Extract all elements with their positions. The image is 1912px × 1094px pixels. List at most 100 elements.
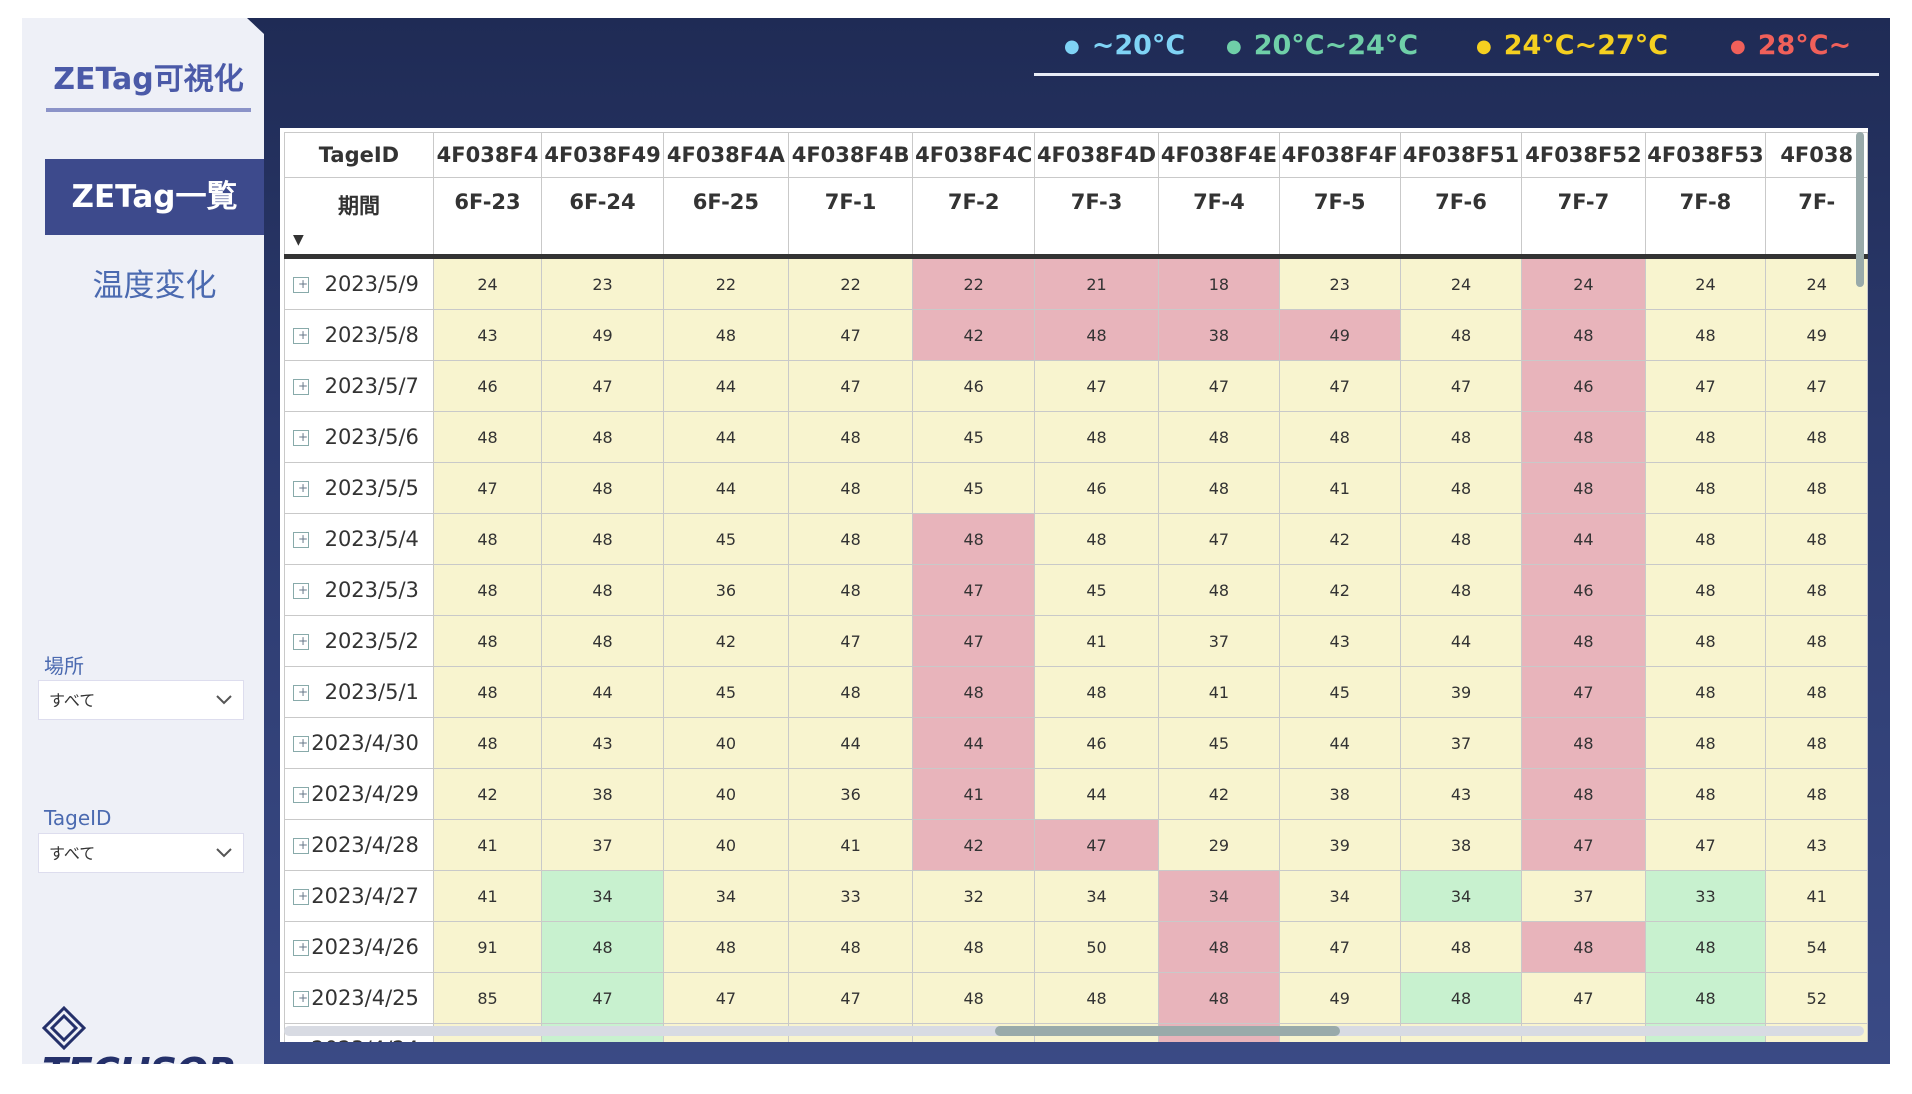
value-cell: 47 xyxy=(541,972,664,1024)
logo-text: TECHSOR xyxy=(42,1049,237,1094)
column-header[interactable]: 4F038F4D xyxy=(1034,132,1159,178)
value-cell: 45 xyxy=(1034,564,1159,616)
value-cell: 38 xyxy=(1278,768,1401,820)
value-cell: 44 xyxy=(787,717,914,769)
expand-button[interactable]: + xyxy=(293,991,309,1007)
value-cell: 48 xyxy=(1399,513,1523,565)
column-header[interactable]: 4F038F49 xyxy=(541,132,664,178)
value-cell: 48 xyxy=(1278,411,1401,463)
value-cell: 22 xyxy=(662,256,789,310)
expand-button[interactable]: + xyxy=(293,838,309,854)
legend-item: ● 24°C~27°C xyxy=(1476,30,1668,61)
value-cell: 48 xyxy=(541,615,664,667)
expand-button[interactable]: + xyxy=(293,379,309,395)
legend-label: ~20°C xyxy=(1091,30,1186,61)
dropdown[interactable]: すべて xyxy=(38,833,244,873)
date-cell: +2023/5/9 xyxy=(284,256,434,310)
data-row: +2023/5/5 47 48 44 48 45 46 48 41 48 48 48 48 xyxy=(284,462,1868,514)
value-cell: 47 xyxy=(1278,921,1401,973)
logo-icon xyxy=(41,1005,87,1050)
value-cell: 37 xyxy=(541,819,664,871)
column-header[interactable]: 4F038F4F xyxy=(1278,132,1401,178)
value-cell: 41 xyxy=(432,870,543,922)
value-cell: 48 xyxy=(1399,972,1523,1024)
value-cell: 46 xyxy=(1034,717,1159,769)
value-cell: 41 xyxy=(1765,870,1868,922)
legend-item: ● 20°C~24°C xyxy=(1226,30,1418,61)
value-cell: 54 xyxy=(1765,921,1868,973)
value-cell: 45 xyxy=(1278,666,1401,718)
expand-button[interactable]: + xyxy=(293,634,309,650)
legend-dot: ● xyxy=(1064,36,1080,57)
expand-button[interactable]: + xyxy=(293,685,309,701)
date: 2023/5/6 xyxy=(324,425,419,449)
scrollbar[interactable] xyxy=(995,1026,1340,1036)
value-cell: 45 xyxy=(912,411,1036,463)
expand-button[interactable]: + xyxy=(293,277,309,293)
dropdown[interactable]: すべて xyxy=(38,680,244,720)
column-header[interactable]: 4F038F4E xyxy=(1157,132,1280,178)
value-cell: 47 xyxy=(787,615,914,667)
column-header[interactable]: 4F038F53 xyxy=(1644,132,1767,178)
date: 2023/5/3 xyxy=(324,578,419,602)
nav-item[interactable]: 温度変化 xyxy=(92,268,217,304)
date-cell: +2023/4/25 xyxy=(284,972,434,1024)
column-header[interactable]: 4F038F4B xyxy=(787,132,914,178)
expand-button[interactable]: + xyxy=(293,430,309,446)
column-header[interactable]: 4F038F4A xyxy=(662,132,789,178)
nav-item[interactable]: ZETag一覧 xyxy=(45,159,264,235)
date-cell: +2023/5/8 xyxy=(284,309,434,361)
date-cell: +2023/5/3 xyxy=(284,564,434,616)
value-cell: 48 xyxy=(1765,615,1868,667)
column-header[interactable]: 4F038F4 xyxy=(432,132,543,178)
column-subheader: 6F-24 xyxy=(541,177,664,259)
value-cell: 44 xyxy=(1278,717,1401,769)
scrollbar[interactable] xyxy=(1856,132,1864,287)
legend-label: 28°C~ xyxy=(1757,30,1852,61)
date: 2023/5/1 xyxy=(324,680,419,704)
expand-button[interactable]: + xyxy=(293,889,309,905)
data-row: +2023/5/6 48 48 44 48 45 48 48 48 48 48 48 48 xyxy=(284,411,1868,463)
expand-button[interactable]: + xyxy=(293,583,309,599)
logo: TECHSOR xyxy=(41,1003,264,1094)
expand-button[interactable]: + xyxy=(293,940,309,956)
value-cell: 29 xyxy=(1157,819,1280,871)
value-cell: 48 xyxy=(432,513,543,565)
column-header[interactable]: 4F038F4C xyxy=(912,132,1036,178)
value-cell: 45 xyxy=(662,666,789,718)
expand-button[interactable]: + xyxy=(293,328,309,344)
value-cell: 48 xyxy=(662,309,789,361)
value-cell: 45 xyxy=(1157,717,1280,769)
value-cell: 48 xyxy=(912,666,1036,718)
value-cell: 18 xyxy=(1157,256,1280,310)
value-cell: 48 xyxy=(1157,411,1280,463)
value-cell: 45 xyxy=(662,513,789,565)
date: 2023/4/30 xyxy=(311,731,419,755)
date-cell: +2023/4/27 xyxy=(284,870,434,922)
value-cell: 52 xyxy=(1765,972,1868,1024)
value-cell: 34 xyxy=(1399,870,1523,922)
app-title: ZETag可視化 xyxy=(46,54,251,112)
header-row: 期間 ▼ 6F-23 6F-24 6F-25 7F-1 7F-2 7F-3 7F-4 7F-5 7F… xyxy=(284,177,1868,259)
value-cell: 40 xyxy=(662,768,789,820)
legend-label: 24°C~27°C xyxy=(1503,30,1669,61)
expand-button[interactable]: + xyxy=(293,481,309,497)
expand-button[interactable]: + xyxy=(293,532,309,548)
date: 2023/4/24 xyxy=(311,1037,419,1042)
value-cell: 24 xyxy=(1644,256,1767,310)
expand-button[interactable]: + xyxy=(293,736,309,752)
expand-button[interactable]: + xyxy=(293,787,309,803)
column-header[interactable]: 4F038F52 xyxy=(1521,132,1646,178)
value-cell: 48 xyxy=(432,615,543,667)
legend-dot: ● xyxy=(1730,36,1746,57)
value-cell: 48 xyxy=(541,921,664,973)
value-cell: 47 xyxy=(541,360,664,412)
value-cell: 48 xyxy=(1644,666,1767,718)
filter-label: 場所 xyxy=(44,654,84,678)
column-header[interactable]: 4F038F51 xyxy=(1399,132,1523,178)
value-cell: 36 xyxy=(787,768,914,820)
column-header[interactable]: 4F038 xyxy=(1765,132,1868,178)
legend-item: ● ~20°C xyxy=(1064,30,1185,61)
value-cell: 47 xyxy=(1521,819,1646,871)
value-cell: 47 xyxy=(1157,513,1280,565)
